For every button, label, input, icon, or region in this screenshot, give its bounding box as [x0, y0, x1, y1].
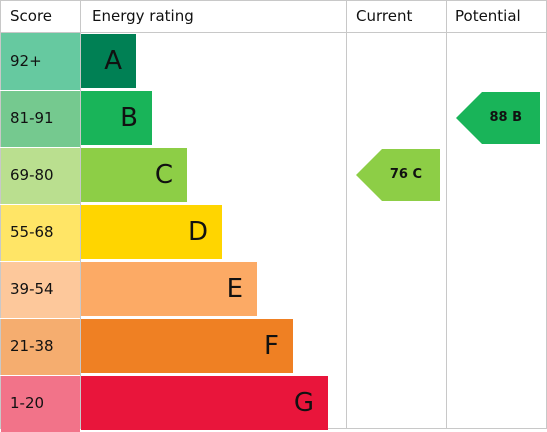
rating-bar-b: B	[81, 91, 152, 145]
current-rating-arrow-shape	[356, 149, 440, 201]
rating-bar-g: G	[81, 376, 328, 430]
rating-bar-a: A	[81, 34, 136, 88]
score-row-separator	[0, 318, 80, 319]
rating-bar-letter: D	[187, 217, 208, 247]
current-rating-arrow: 76 C	[356, 149, 440, 201]
rating-bar-letter: C	[154, 160, 173, 190]
header-energy-rating: Energy rating	[92, 7, 194, 25]
score-range-label: 69-80	[10, 166, 54, 184]
score-row-separator	[0, 375, 80, 376]
score-range-label: 55-68	[10, 223, 54, 241]
column-divider-current	[346, 0, 347, 429]
potential-rating-arrow-shape	[456, 92, 540, 144]
rating-bar-f: F	[81, 319, 293, 373]
current-rating-label: 76 C	[389, 167, 422, 182]
potential-rating-arrow: 88 B	[456, 92, 540, 144]
score-range-g: 1-20	[1, 375, 80, 432]
rating-bar-letter: A	[104, 46, 122, 76]
rating-bar-letter: F	[264, 331, 279, 361]
score-row-separator	[0, 204, 80, 205]
header-potential: Potential	[455, 7, 521, 25]
score-row-separator	[0, 90, 80, 91]
score-range-label: 39-54	[10, 280, 54, 298]
score-range-e: 39-54	[1, 261, 80, 318]
score-range-b: 81-91	[1, 90, 80, 147]
score-range-a: 92+	[1, 33, 80, 90]
score-range-f: 21-38	[1, 318, 80, 375]
rating-bar-letter: E	[226, 274, 243, 304]
column-divider-score	[80, 0, 81, 429]
header-current: Current	[356, 7, 413, 25]
rating-bar-e: E	[81, 262, 257, 316]
score-row-separator	[0, 261, 80, 262]
rating-bar-c: C	[81, 148, 187, 202]
score-range-label: 1-20	[10, 394, 45, 412]
score-range-label: 81-91	[10, 109, 54, 127]
score-range-label: 21-38	[10, 337, 54, 355]
score-row-separator	[0, 147, 80, 148]
header-divider	[0, 32, 547, 33]
rating-bar-d: D	[81, 205, 222, 259]
header-score: Score	[10, 7, 53, 25]
score-range-c: 69-80	[1, 147, 80, 204]
rating-bar-letter: B	[120, 103, 138, 133]
column-divider-potential	[446, 0, 447, 429]
rating-bar-letter: G	[293, 388, 314, 418]
potential-rating-label: 88 B	[489, 110, 522, 125]
score-range-label: 92+	[10, 52, 42, 70]
score-range-d: 55-68	[1, 204, 80, 261]
